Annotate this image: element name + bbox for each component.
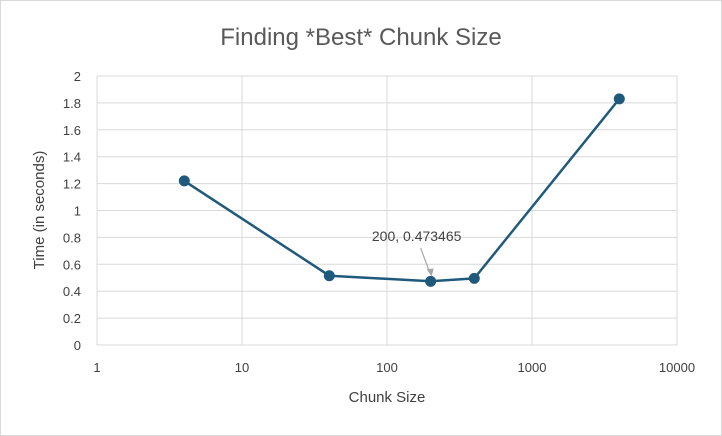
- x-tick-label: 10: [235, 360, 249, 375]
- y-tick-label: 0.4: [63, 284, 81, 299]
- y-tick-label: 0: [74, 338, 81, 353]
- y-tick-label: 1.8: [63, 96, 81, 111]
- grid-lines: [96, 75, 678, 346]
- y-tick-label: 0.6: [63, 257, 81, 272]
- x-tick-label: 1000: [518, 360, 547, 375]
- series-line: [183, 98, 621, 283]
- y-tick-label: 1: [74, 204, 81, 219]
- data-label-arrowhead: [426, 268, 434, 277]
- data-point: [178, 175, 190, 187]
- chart-title: Finding *Best* Chunk Size: [220, 24, 501, 51]
- y-tick-label: 1.2: [63, 177, 81, 192]
- data-label: 200, 0.473465: [372, 228, 462, 244]
- data-point: [468, 272, 480, 284]
- series-layer: [178, 93, 625, 287]
- y-tick-label: 1.6: [63, 123, 81, 138]
- x-tick-label: 10000: [659, 360, 695, 375]
- data-point: [323, 270, 335, 282]
- data-label-leader: [420, 247, 431, 273]
- y-tick-label: 0.8: [63, 230, 81, 245]
- y-tick-label: 1.4: [63, 150, 81, 165]
- y-axis-title: Time (in seconds): [31, 151, 48, 270]
- data-point: [425, 275, 437, 287]
- x-tick-label: 100: [376, 360, 398, 375]
- x-tick-label: 1: [93, 360, 100, 375]
- y-tick-label: 2: [74, 69, 81, 84]
- tick-labels: 0 0.2 0.4 0.6 0.8 1 1.2 1.4 1.6 1.8 2 1 10 100 1000 100…: [63, 69, 695, 375]
- data-point: [613, 93, 625, 105]
- y-tick-label: 0.2: [63, 311, 81, 326]
- x-axis-title: Chunk Size: [349, 389, 426, 406]
- annotation-layer: 200, 0.473465: [372, 228, 462, 277]
